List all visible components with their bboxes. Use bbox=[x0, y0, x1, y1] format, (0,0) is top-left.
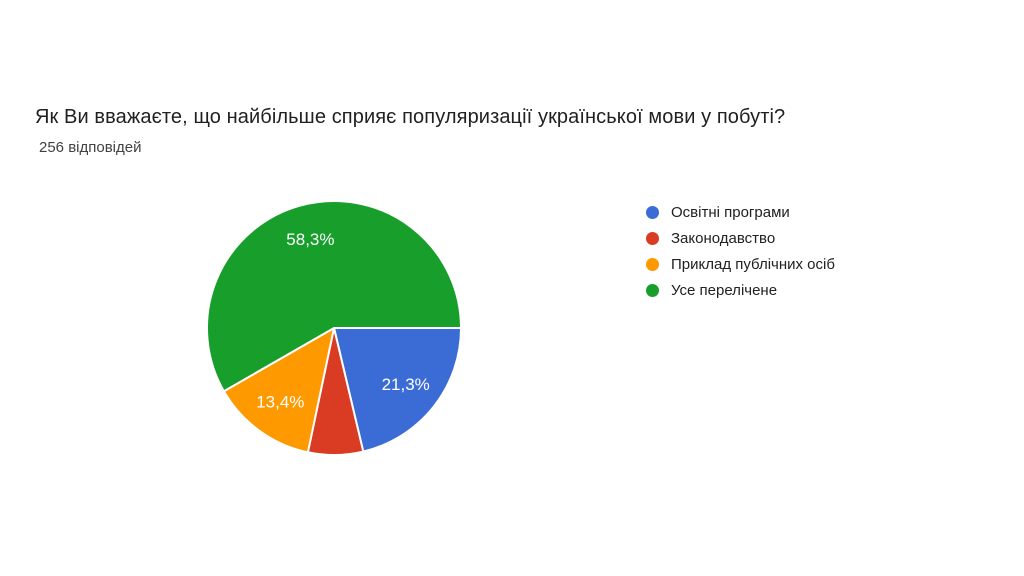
legend-swatch-icon bbox=[646, 257, 659, 271]
legend-swatch-icon bbox=[646, 231, 659, 245]
legend-label: Приклад публічних осіб bbox=[671, 255, 835, 273]
legend-item-2: Законодавство bbox=[646, 225, 835, 251]
pie-chart: 21,3% 13,4% 58,3% bbox=[206, 200, 462, 456]
chart-legend: Освітні програми Законодавство Приклад пуб… bbox=[646, 199, 835, 303]
legend-swatch-icon bbox=[646, 205, 659, 219]
legend-label: Усе перелічене bbox=[671, 281, 778, 299]
pie-slice-1 bbox=[333, 327, 462, 453]
responses-count: 256 відповідей bbox=[39, 139, 142, 156]
legend-swatch-icon bbox=[646, 283, 659, 297]
legend-item-4: Усе перелічене bbox=[646, 277, 835, 303]
legend-label: Законодавство bbox=[671, 229, 776, 247]
slice-percentage-label: 58,3% bbox=[286, 230, 334, 249]
pie-slice-3 bbox=[222, 327, 335, 454]
legend-item-3: Приклад публічних осіб bbox=[646, 251, 835, 277]
legend-item-1: Освітні програми bbox=[646, 199, 835, 225]
slice-percentage-label: 13,4% bbox=[256, 393, 304, 412]
pie-slice-4 bbox=[206, 200, 462, 393]
slice-percentage-label: 21,3% bbox=[382, 375, 430, 394]
question-title: Як Ви вважаєте, що найбільше сприяє попу… bbox=[35, 106, 786, 128]
legend-label: Освітні програми bbox=[671, 203, 790, 221]
